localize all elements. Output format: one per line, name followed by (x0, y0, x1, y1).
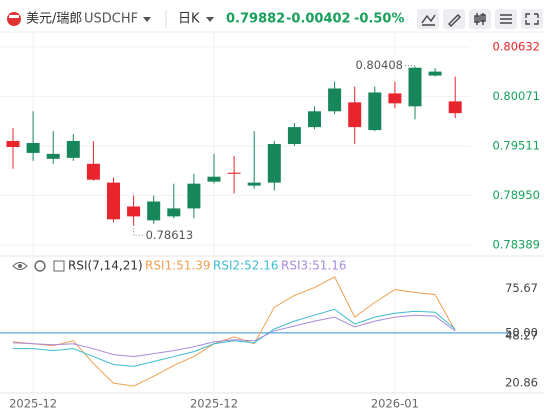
chart-type-button[interactable] (469, 9, 491, 29)
eye-icon[interactable] (12, 262, 28, 270)
y-tick-label: 50.00 (505, 325, 538, 339)
legend-entry: RSI2:52.16 (213, 259, 279, 273)
high-annotation: 0.80408 (355, 58, 403, 72)
y-tick-label: 0.79511 (492, 138, 540, 152)
fullscreen-icon (525, 13, 539, 25)
flag-stripe (9, 15, 19, 18)
candle-body (187, 183, 201, 209)
indicator-button[interactable] (417, 9, 439, 29)
rsi-line (13, 308, 456, 367)
candle-body (86, 163, 100, 180)
candle-body (448, 101, 462, 114)
price: 0.79882 (226, 12, 285, 27)
rsi-header: RSI(7,14,21) (12, 259, 143, 273)
candle-body (388, 93, 402, 104)
candle-body (267, 143, 281, 183)
expand-icon[interactable] (53, 260, 65, 272)
symbol[interactable]: USDCHF (84, 12, 138, 27)
y-tick-label: 75.67 (505, 281, 538, 295)
rsi-title: RSI(7,14,21) (68, 259, 143, 273)
candle-body (348, 102, 362, 128)
candle-body (6, 140, 20, 147)
low-annotation: 0.78613 (146, 228, 194, 242)
candle-body (247, 182, 261, 186)
x-tick-label: 2025-12 (9, 397, 57, 411)
y-tick-label: 48.27 (505, 328, 538, 342)
period-dropdown[interactable] (206, 17, 214, 22)
y-tick-label: 0.78389 (492, 238, 540, 252)
y-tick-label: 20.86 (505, 376, 538, 390)
candle-body (66, 140, 80, 158)
x-tick-label: 2026-01 (371, 397, 419, 411)
candle-body (287, 127, 301, 144)
candle-body (308, 111, 321, 128)
candle-body (227, 172, 241, 174)
header: 美元/瑞郎 USDCHF 日K 0.79882 -0.00402 -0.50% (7, 9, 543, 29)
fullscreen-button[interactable] (521, 9, 543, 29)
period[interactable]: 日K (178, 12, 200, 27)
change: -0.00402 (286, 12, 351, 27)
y-tick-label: 0.80071 (492, 89, 540, 103)
low-marker-line (133, 225, 144, 236)
change-pct: -0.50% (354, 12, 405, 27)
candle-body (107, 182, 120, 220)
symbol-dropdown[interactable] (143, 17, 151, 22)
x-tick-label: 2025-12 (190, 397, 238, 411)
candle-body (127, 206, 141, 217)
y-tick-label: 0.80632 (492, 39, 540, 53)
candle-icon (474, 13, 486, 25)
eye-pupil (18, 264, 22, 268)
y-tick-label: 0.78950 (492, 188, 540, 202)
pair-name[interactable]: 美元/瑞郎 (26, 12, 82, 27)
flag-icon (7, 12, 21, 26)
pen-icon (448, 14, 461, 27)
legend-entry: RSI1:51.39 (145, 259, 211, 273)
settings-icon (500, 14, 512, 24)
candle-body (207, 176, 221, 182)
candle-body (368, 92, 382, 131)
candle-body (26, 143, 40, 153)
candle-body (46, 153, 60, 159)
legend-entry: RSI3:51.16 (281, 259, 347, 273)
candle-body (147, 201, 161, 221)
gear-icon[interactable] (34, 260, 46, 272)
rsi-line (12, 276, 456, 387)
rsi-line (12, 314, 456, 358)
candle-body (328, 88, 342, 112)
candle-body (408, 67, 422, 107)
indicator-icon (421, 14, 436, 26)
candle-body (428, 71, 442, 76)
candle-body (167, 208, 181, 217)
